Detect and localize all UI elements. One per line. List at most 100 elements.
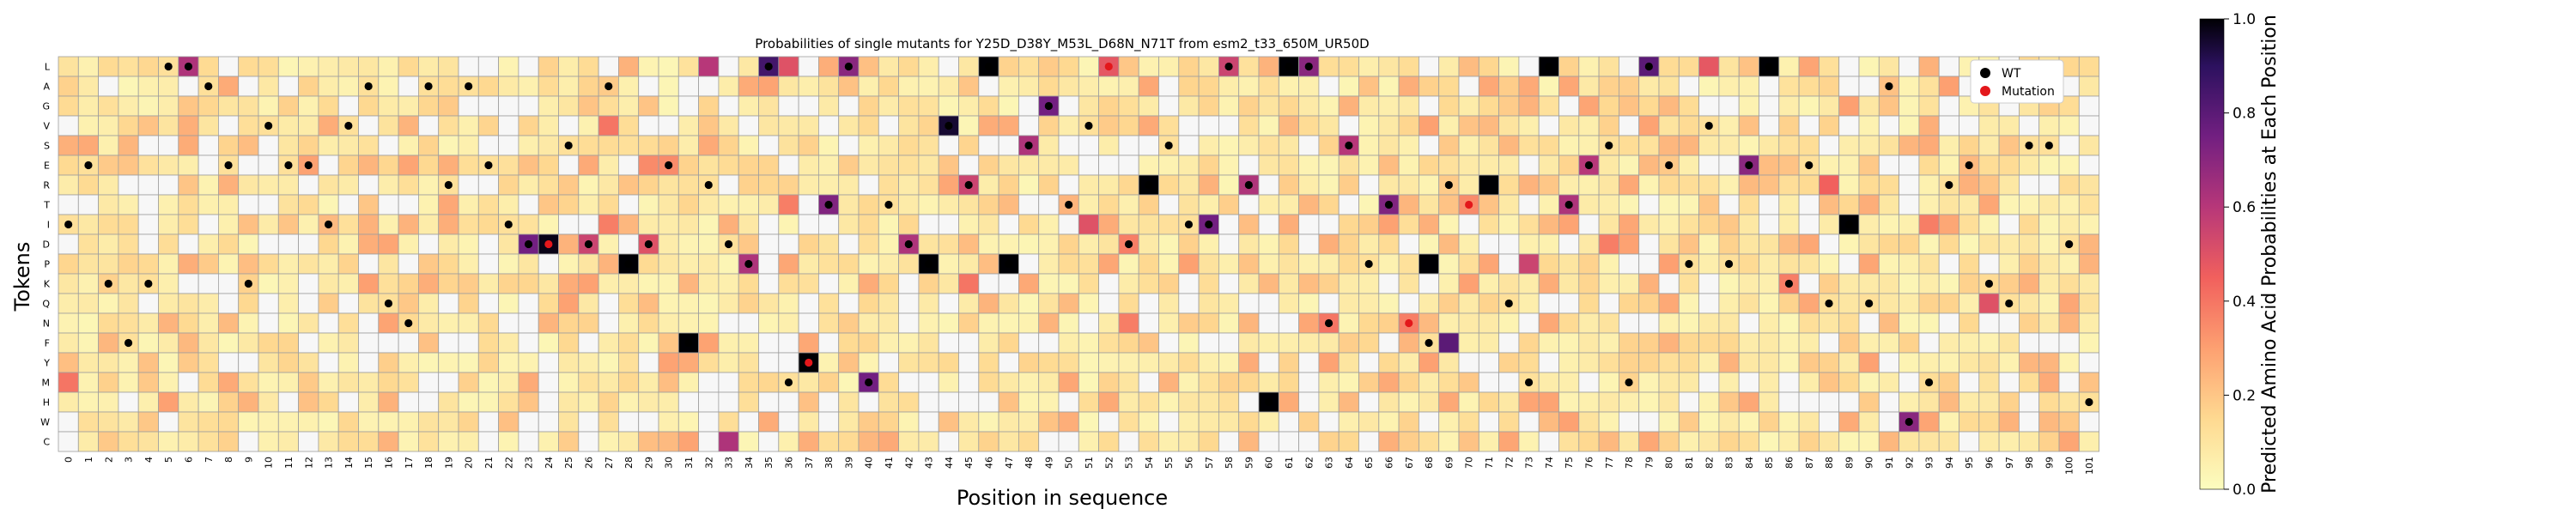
heatmap-cell [1198,312,1219,334]
heatmap-cell [1158,312,1180,334]
heatmap-cell [178,253,199,275]
heatmap-cell [1838,56,1860,77]
heatmap-cell [77,214,100,235]
heatmap-cell [1678,194,1700,215]
heatmap-cell [1158,372,1180,393]
heatmap-cell [1378,253,1400,275]
heatmap-cell [1458,154,1479,176]
heatmap-cell [1238,135,1260,156]
heatmap-cell [1858,372,1880,393]
wt-marker [1345,141,1353,150]
heatmap-cell [1978,372,2000,393]
heatmap-cell [918,391,939,413]
heatmap-cell [1878,174,1900,196]
heatmap-cell [217,194,240,215]
heatmap-cell [1938,431,1959,452]
heatmap-cell [878,214,899,235]
heatmap-cell [1838,312,1860,334]
heatmap-cell [277,273,299,294]
heatmap-cell [1419,174,1440,196]
heatmap-cell [1218,273,1240,294]
wt-marker [764,62,773,71]
heatmap-cell [1578,174,1600,196]
heatmap-cell [1158,214,1180,235]
heatmap-cell [878,293,899,314]
heatmap-cell [458,273,479,294]
heatmap-cell [1978,391,2000,413]
heatmap-cell [1518,293,1540,314]
heatmap-cell [598,332,619,354]
heatmap-cell [277,431,299,452]
wt-marker [504,220,513,229]
heatmap-cell [1298,312,1320,334]
heatmap-cell [1038,154,1060,176]
heatmap-cell [1838,332,1860,354]
heatmap-cell [978,76,999,97]
heatmap-cell [1858,332,1880,354]
heatmap-cell [998,411,1019,433]
heatmap-cell [1198,76,1219,97]
heatmap-cell [1578,194,1600,215]
heatmap-cell [358,273,380,294]
heatmap-cell [1698,293,1720,314]
heatmap-cell [1658,332,1680,354]
heatmap-cell [238,154,259,176]
heatmap-cell [1138,372,1159,393]
x-tick-label: 51 [1084,457,1095,469]
heatmap-cell [1158,154,1180,176]
heatmap-cell [358,332,380,354]
heatmap-cell [498,312,519,334]
heatmap-cell [398,372,419,393]
heatmap-cell [2078,352,2100,373]
heatmap-cell [878,431,899,452]
heatmap-cell [1098,214,1120,235]
wt-marker [1885,82,1893,91]
x-tick-label: 55 [1163,457,1175,469]
wt-marker [605,82,613,91]
heatmap-cell [458,253,479,275]
wt-marker [584,239,593,249]
heatmap-cell [1619,352,1640,373]
heatmap-cell [2058,411,2080,433]
mutation-marker [1465,200,1473,209]
heatmap-cell [1959,115,1980,136]
heatmap-cell [578,135,599,156]
heatmap-cell [298,194,319,215]
heatmap-cell [1138,352,1159,373]
heatmap-cell [758,391,780,413]
heatmap-cell [1458,135,1479,156]
heatmap-cell [558,253,580,275]
heatmap-cell [938,214,959,235]
heatmap-cell [77,273,100,294]
heatmap-cell [1038,411,1060,433]
heatmap-cell [1658,174,1680,196]
heatmap-cell [1738,431,1759,452]
heatmap-cell [417,253,440,275]
heatmap-cell [1638,76,1660,97]
x-tick-label: 57 [1204,457,1215,469]
heatmap-cell [417,391,440,413]
heatmap-cell [698,214,720,235]
heatmap-cell [1378,76,1400,97]
heatmap-cell [77,95,100,117]
heatmap-cell [1678,76,1700,97]
heatmap-cell [1118,194,1139,215]
heatmap-cell [1018,352,1040,373]
heatmap-cell [197,391,219,413]
heatmap-cell [677,233,699,255]
heatmap-cell [137,56,159,77]
heatmap-cell [718,273,739,294]
heatmap-cell [578,332,599,354]
wt-marker [744,259,753,269]
heatmap-cell [217,56,240,77]
x-tick-label: 88 [1824,457,1835,469]
heatmap-cell [337,273,359,294]
heatmap-cell [298,174,319,196]
heatmap-cell [1698,76,1720,97]
heatmap-cell [1858,352,1880,373]
heatmap-cell [438,293,459,314]
heatmap-cell [578,154,599,176]
heatmap-cell [758,135,780,156]
heatmap-cell [898,115,920,136]
heatmap-cell [1638,293,1660,314]
